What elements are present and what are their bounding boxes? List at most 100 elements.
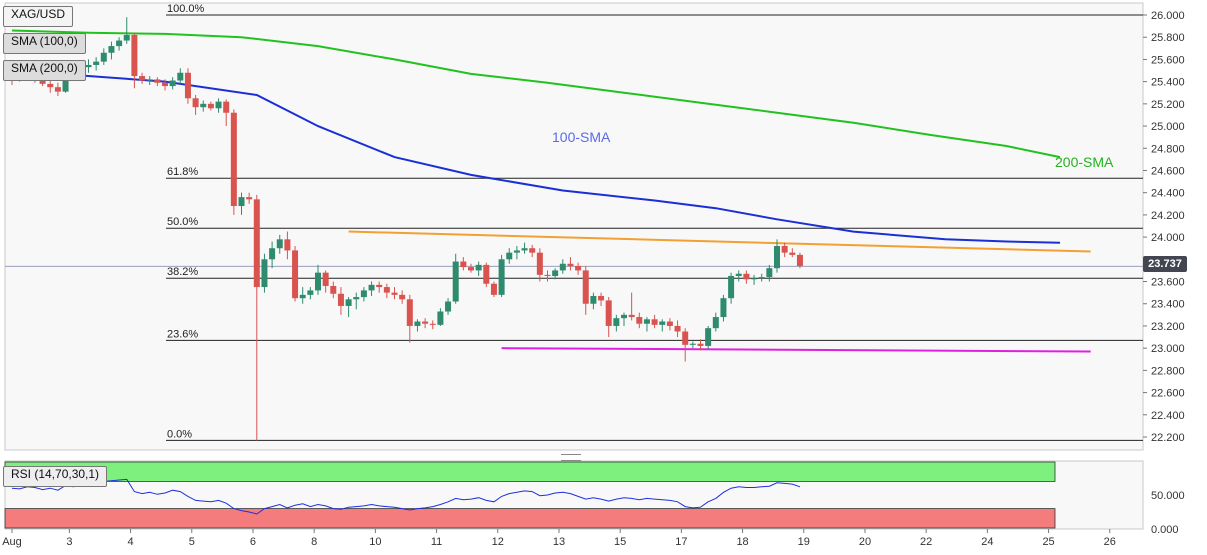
symbol-label[interactable]: XAG/USD bbox=[3, 6, 74, 27]
candle-body bbox=[582, 270, 589, 304]
candle-body bbox=[796, 254, 803, 266]
candle-body bbox=[552, 270, 559, 276]
candle-body bbox=[422, 321, 429, 324]
time-tick-label: 6 bbox=[250, 536, 256, 548]
time-tick-label: 17 bbox=[675, 536, 687, 548]
fibonacci-layer: 100.0% 61.8% 50.0% 38.2% 23.6% 0.0% bbox=[5, 3, 1143, 441]
candle-body bbox=[108, 46, 115, 53]
price-tick-label: 25.600 bbox=[1151, 54, 1185, 66]
candle-body bbox=[353, 297, 360, 300]
candle-body bbox=[475, 264, 482, 271]
candle-body bbox=[774, 245, 780, 269]
rsi-tick-label: 0.000 bbox=[1151, 524, 1179, 536]
price-axis: 26.000 25.800 25.600 25.400 25.200 25.000 24.8… bbox=[1143, 10, 1185, 444]
candle-body bbox=[276, 239, 283, 249]
candle-body bbox=[720, 298, 727, 318]
candle-body bbox=[85, 64, 92, 68]
candle-body bbox=[659, 321, 666, 325]
fib-level-label: 23.6% bbox=[167, 328, 198, 340]
candle-body bbox=[483, 264, 490, 284]
price-tick-label: 24.000 bbox=[1151, 232, 1185, 244]
candle-body bbox=[781, 245, 788, 253]
candle-body bbox=[162, 82, 168, 87]
candle-body bbox=[666, 321, 673, 326]
candle-body bbox=[139, 76, 146, 81]
time-tick-label: 13 bbox=[553, 536, 565, 548]
price-tick-label: 22.600 bbox=[1151, 388, 1185, 400]
candle-body bbox=[54, 87, 61, 92]
price-tick-label: 23.600 bbox=[1151, 277, 1185, 289]
candle-body bbox=[529, 248, 536, 253]
price-tick-label: 22.800 bbox=[1151, 365, 1185, 377]
candle-body bbox=[536, 252, 543, 275]
candle-body bbox=[766, 268, 773, 278]
candle-body bbox=[414, 321, 421, 326]
candle-body bbox=[751, 278, 758, 280]
candle-body bbox=[47, 83, 54, 88]
rsi-oversold-zone bbox=[4, 508, 1056, 529]
time-axis: Aug 3 4 5 6 8 10 11 12 13 15 17 18 19 20 22 24 25 26 bbox=[2, 529, 1116, 548]
support-trendline bbox=[501, 347, 1091, 353]
candle-body bbox=[192, 98, 199, 108]
sma100-line bbox=[11, 69, 1061, 244]
rsi-overbought-zone bbox=[4, 461, 1056, 482]
candle-body bbox=[468, 267, 474, 271]
candle-body bbox=[246, 197, 253, 200]
current-price-badge: 23.737 bbox=[1143, 256, 1187, 272]
price-tick-label: 23.400 bbox=[1151, 299, 1185, 311]
price-tick-label: 24.800 bbox=[1151, 143, 1185, 155]
main-plot-area bbox=[4, 2, 1144, 451]
sma200-line bbox=[11, 29, 1061, 159]
time-tick-label: 26 bbox=[1104, 536, 1116, 548]
time-tick-label: 5 bbox=[189, 536, 195, 548]
sma200-annotation: 200-SMA bbox=[1055, 154, 1114, 170]
candle-body bbox=[269, 248, 276, 260]
candle-body bbox=[261, 259, 268, 288]
price-tick-label: 24.600 bbox=[1151, 165, 1185, 177]
sma200-legend[interactable]: SMA (200,0) bbox=[3, 60, 86, 81]
price-tick-label: 24.200 bbox=[1151, 210, 1185, 222]
time-tick-label: 8 bbox=[311, 536, 317, 548]
price-tick-label: 22.400 bbox=[1151, 410, 1185, 422]
rsi-line bbox=[11, 478, 801, 515]
candle-body bbox=[567, 263, 574, 266]
candle-body bbox=[39, 79, 46, 84]
candle-body bbox=[253, 199, 260, 288]
fib-level-label: 61.8% bbox=[167, 166, 198, 178]
candle-body bbox=[376, 284, 383, 288]
time-tick-label: Aug bbox=[2, 536, 22, 548]
candle-body bbox=[445, 301, 452, 312]
candle-body bbox=[689, 343, 696, 345]
price-tick-label: 25.000 bbox=[1151, 121, 1185, 133]
time-tick-label: 25 bbox=[1042, 536, 1054, 548]
candle-body bbox=[651, 319, 658, 325]
fib-level-label: 50.0% bbox=[167, 216, 198, 228]
time-tick-label: 11 bbox=[431, 536, 442, 548]
price-tick-label: 23.200 bbox=[1151, 321, 1185, 333]
candle-body bbox=[200, 103, 207, 108]
candle-body bbox=[337, 293, 344, 306]
candle-body bbox=[223, 101, 230, 113]
price-tick-label: 26.000 bbox=[1151, 10, 1185, 22]
candle-body bbox=[284, 239, 291, 251]
candle-body bbox=[406, 299, 413, 326]
time-tick-label: 19 bbox=[798, 536, 810, 548]
candle-body bbox=[429, 323, 436, 325]
sma100-legend[interactable]: SMA (100,0) bbox=[3, 33, 86, 54]
candle-body bbox=[292, 250, 299, 299]
candle-body bbox=[758, 277, 765, 279]
candle-body bbox=[368, 284, 375, 291]
time-tick-label: 3 bbox=[66, 536, 72, 548]
rsi-tick-label: 50.000 bbox=[1151, 490, 1185, 502]
candle-body bbox=[345, 299, 352, 306]
candle-body bbox=[513, 250, 520, 253]
pane-resize-handle[interactable] bbox=[561, 454, 581, 461]
rsi-legend[interactable]: RSI (14,70,30,1) bbox=[3, 466, 108, 487]
candle-body bbox=[383, 287, 390, 293]
candle-body bbox=[605, 300, 612, 326]
candle-body bbox=[643, 319, 650, 324]
candle-body bbox=[116, 40, 123, 47]
candle-body bbox=[62, 76, 69, 92]
fib-level-label: 0.0% bbox=[167, 428, 192, 440]
fib-level-label: 38.2% bbox=[167, 266, 198, 278]
